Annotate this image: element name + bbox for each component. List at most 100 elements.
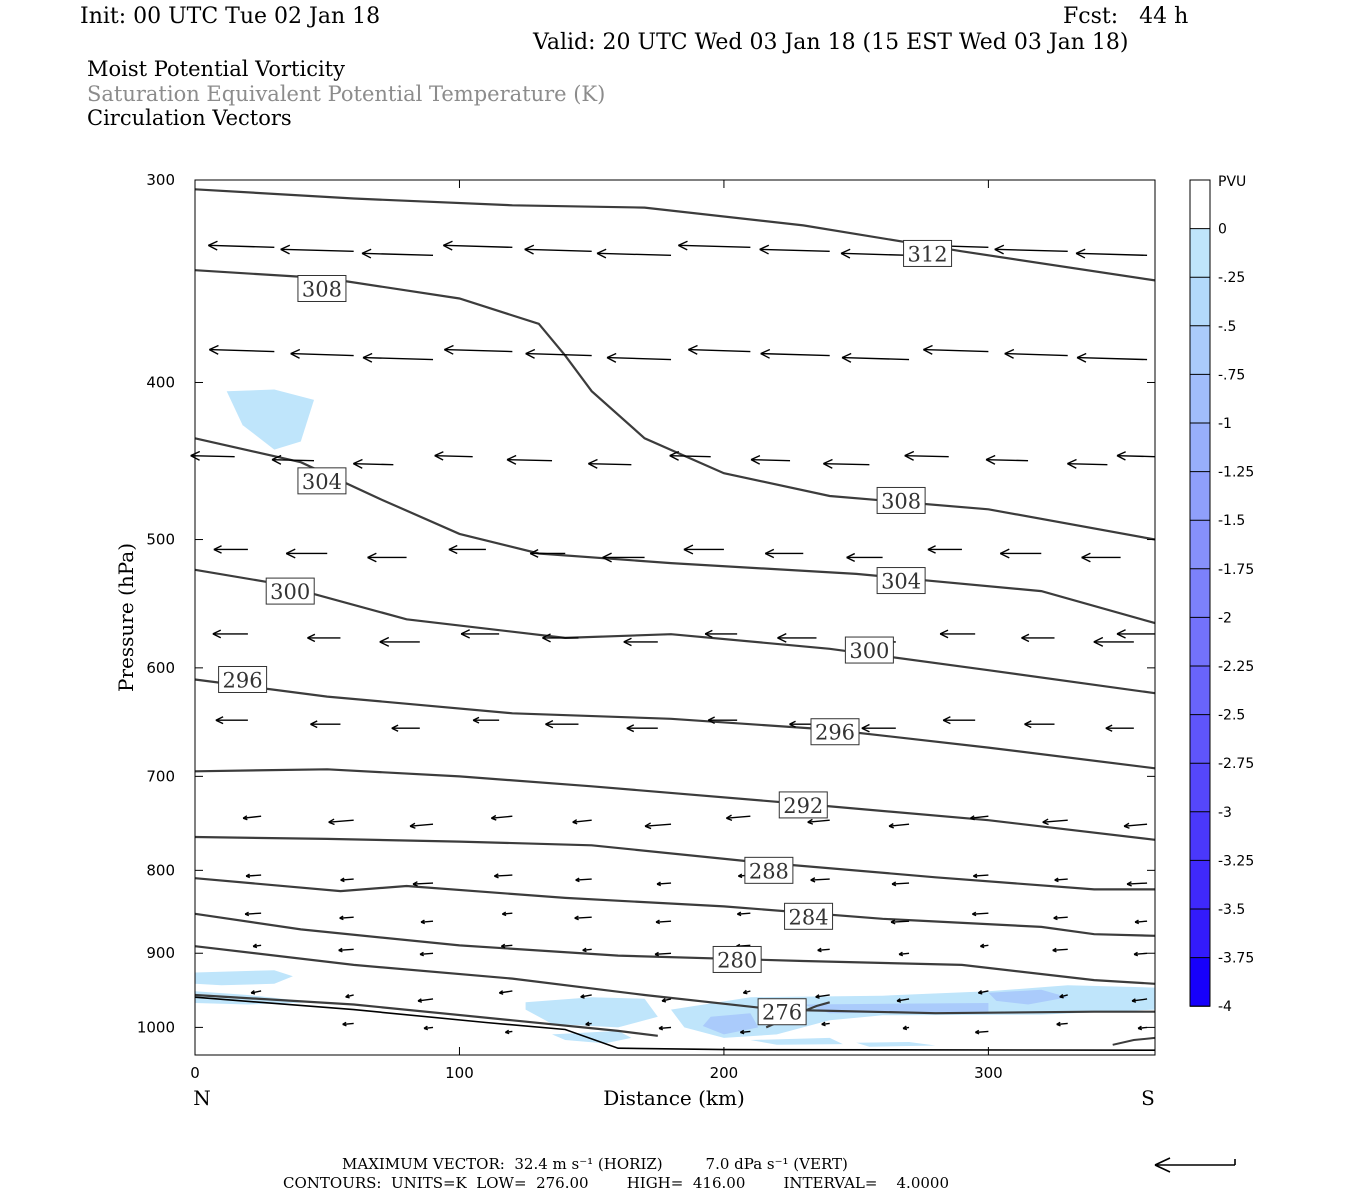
contour-276: [194, 945, 1155, 1015]
pv-colorbar: PVU 0 -.25 -.5 -.75 -1 -1.25 -1.5 -1.75 -2 -2.25 -2…: [1189, 174, 1254, 1015]
vector-arrow: [504, 1029, 513, 1035]
colorbar-label: -1: [1218, 416, 1232, 432]
vector-arrow: [939, 629, 976, 639]
pv-blob-strong: [988, 989, 1068, 1005]
y-tick-label: 700: [146, 767, 175, 785]
vector-arrow: [290, 348, 354, 359]
circulation-vectors: [190, 240, 1156, 1035]
colorbar-swatch: [1190, 277, 1210, 326]
contour-label-276: 276: [757, 998, 807, 1026]
vector-arrow: [212, 629, 248, 639]
contour-label-292: 292: [778, 791, 828, 819]
colorbar-swatch: [1190, 325, 1210, 375]
title-vectors: Circulation Vectors: [87, 106, 292, 130]
init-time: Init: 00 UTC Tue 02 Jan 18: [80, 4, 381, 29]
vector-arrow: [760, 348, 830, 359]
vector-arrow: [494, 873, 513, 879]
y-tick-label: 500: [146, 531, 175, 549]
y-axis-label: Pressure (hPa): [114, 543, 138, 692]
vector-arrow: [1134, 919, 1148, 925]
vector-arrow: [580, 994, 592, 999]
contour-280: [194, 912, 1156, 985]
vector-arrow: [1116, 451, 1156, 461]
contour-label-text: 304: [302, 470, 342, 494]
south-label: S: [1141, 1086, 1155, 1110]
vector-arrow: [423, 1025, 434, 1031]
vector-arrow: [524, 244, 592, 255]
vector-arrow: [1081, 552, 1121, 563]
vector-arrow: [683, 544, 724, 555]
colorbar-label: -2.75: [1218, 756, 1254, 772]
vector-arrow: [644, 822, 672, 830]
contour-label-text: 312: [908, 242, 948, 266]
contour-label-text: 280: [717, 948, 757, 972]
vector-arrow: [362, 352, 434, 363]
contour-label-text: 276: [762, 1001, 802, 1025]
contour-label-text: 296: [815, 721, 855, 745]
vector-arrow: [999, 548, 1042, 559]
colorbar-label: -1.5: [1218, 513, 1245, 529]
title-mpv: Moist Potential Vorticity: [87, 57, 345, 81]
colorbar-swatch: [1190, 520, 1210, 569]
contour-292: [194, 768, 1156, 841]
contour-label-text: 300: [270, 580, 310, 604]
vector-arrow: [250, 990, 262, 995]
vector-arrow: [764, 548, 804, 559]
contour-288: [194, 835, 1155, 891]
vector-arrow: [602, 552, 645, 563]
vector-arrow: [190, 450, 235, 461]
vector-arrow: [655, 919, 672, 925]
vector-arrow: [420, 919, 434, 925]
colorbar-swatch: [1190, 423, 1210, 472]
pv-blob: [750, 1037, 843, 1045]
contour-label-308: 308: [297, 274, 347, 302]
vector-arrow: [1076, 352, 1148, 363]
vector-arrow: [726, 814, 751, 822]
vector-arrow: [572, 819, 592, 825]
contour-label-text: 308: [881, 489, 921, 513]
reference-vector: [1154, 1157, 1236, 1173]
contour-edge: [1112, 1036, 1156, 1046]
vector-arrow: [759, 244, 830, 255]
vector-arrow: [391, 724, 420, 732]
contour-label-text: 288: [749, 859, 789, 883]
colorbar-label: -.5: [1218, 319, 1236, 335]
vector-arrow: [1056, 1021, 1068, 1027]
y-tick-label: 1000: [137, 1018, 175, 1036]
colorbar-label: -4: [1218, 999, 1232, 1015]
vector-arrow: [498, 990, 513, 995]
vector-arrow: [1105, 724, 1134, 732]
vector-arrow: [280, 244, 354, 255]
contour-label-text: 304: [881, 570, 921, 594]
vector-arrow: [310, 720, 341, 729]
contour-label-text: 308: [302, 277, 342, 301]
vector-arrow: [810, 877, 830, 883]
contour-label-308: 308: [876, 486, 926, 514]
pv-blob: [552, 1030, 632, 1044]
max-vector-note: MAXIMUM VECTOR: 32.4 m s⁻¹ (HORIZ) 7.0 d…: [342, 1155, 848, 1173]
colorbar-label: 0: [1218, 222, 1227, 238]
colorbar-label: -3: [1218, 805, 1232, 821]
pv-blob: [525, 997, 658, 1028]
vector-arrow: [209, 344, 275, 355]
vector-arrow: [338, 947, 354, 953]
contour-label-text: 296: [223, 668, 263, 692]
vector-arrow: [661, 997, 672, 1003]
vector-arrow: [1053, 915, 1068, 921]
vector-arrow: [942, 716, 976, 725]
contour-label-text: 300: [849, 639, 889, 663]
vector-arrow: [339, 915, 354, 921]
vector-arrow: [977, 990, 989, 995]
vector-arrow: [656, 881, 672, 887]
vector-arrow: [970, 815, 989, 821]
ref-arrow-head-bottom: [1154, 1164, 1171, 1173]
pv-blob: [195, 970, 293, 986]
colorbar-unit: PVU: [1218, 174, 1246, 190]
vector-arrow: [434, 451, 473, 461]
vector-arrow: [328, 818, 354, 826]
vector-arrow: [823, 458, 870, 469]
pv-blob: [226, 389, 314, 450]
north-label: N: [193, 1086, 211, 1110]
title-thetae: Saturation Equivalent Potential Temperat…: [87, 82, 606, 106]
vector-arrow: [208, 240, 275, 251]
